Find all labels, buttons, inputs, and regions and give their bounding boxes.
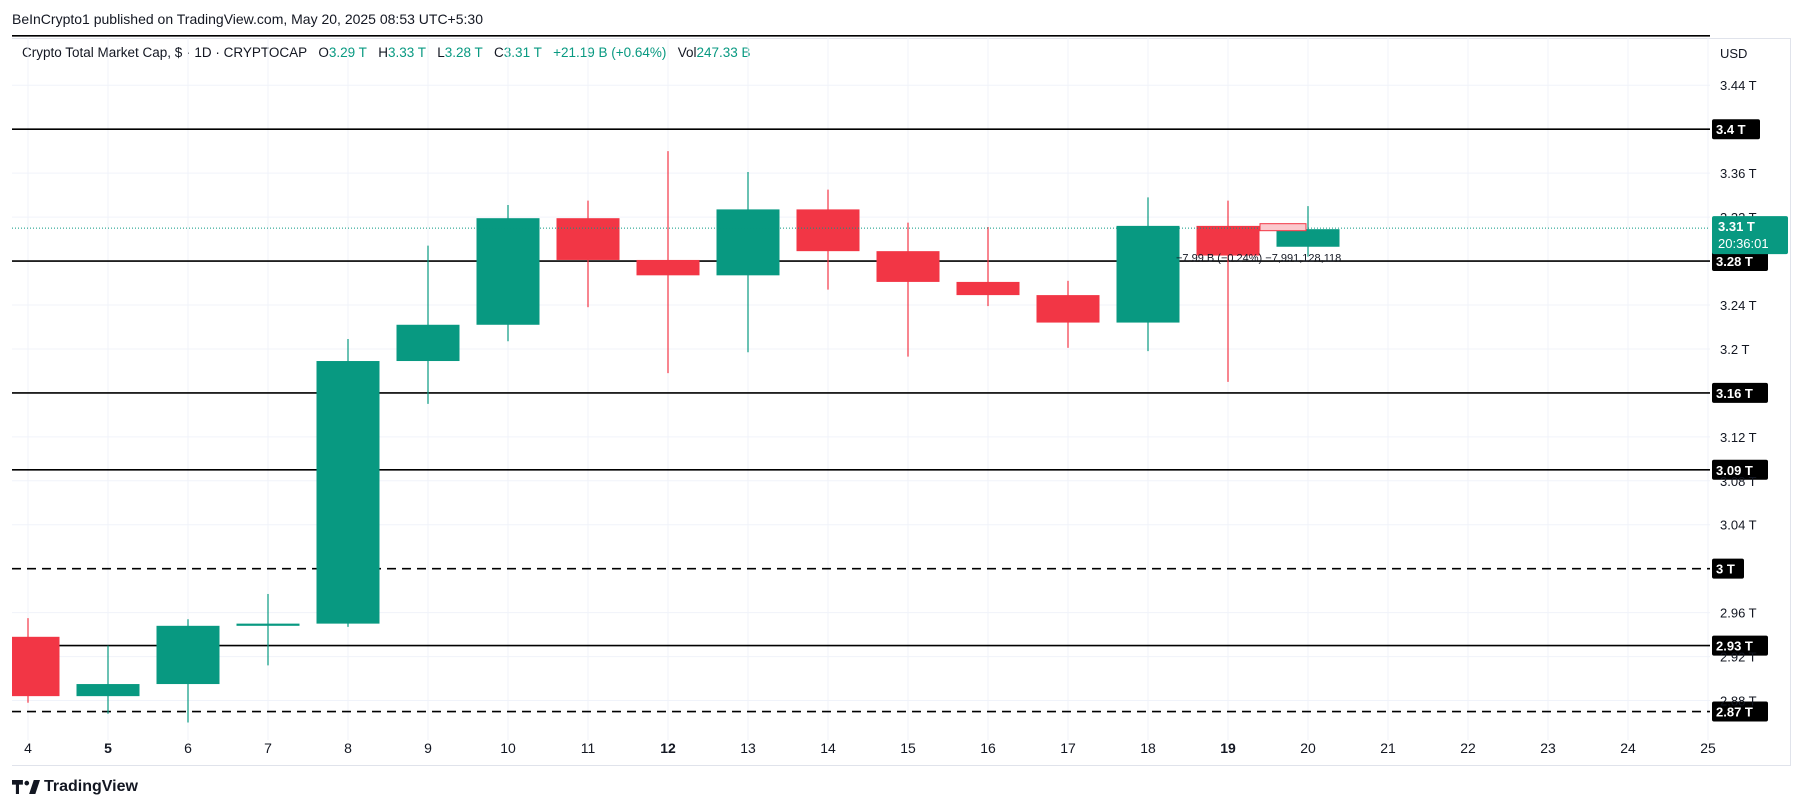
y-tick-label: 3.36 T: [1720, 166, 1757, 181]
y-tick-label: 2.88 T: [1720, 694, 1757, 709]
candle-body: [1036, 295, 1100, 323]
x-tick-label: 22: [1460, 740, 1476, 756]
x-tick-label: 13: [740, 740, 756, 756]
x-tick-label: 23: [1540, 740, 1556, 756]
x-tick-label: 6: [184, 740, 192, 756]
currency-selector[interactable]: USD: [1720, 46, 1748, 61]
y-tick-label: 2.96 T: [1720, 606, 1757, 621]
level-tag: [1712, 119, 1760, 140]
x-tick-label: 20: [1300, 740, 1316, 756]
tradingview-brand: TradingView: [44, 778, 138, 795]
level-tag: [1712, 635, 1768, 656]
level-tag: [1712, 701, 1768, 722]
x-tick-label: 15: [900, 740, 916, 756]
candle-body: [876, 251, 940, 282]
symbol-legend[interactable]: Crypto Total Market Cap, $ · 1D · CRYPTO…: [22, 45, 751, 60]
level-tag: [1712, 459, 1768, 480]
x-tick-label: 5: [104, 740, 112, 756]
level-lines: 3.4 T 3.28 T 3.16 T 3.09 T 3 T 2.93 T 2.87 T: [12, 35, 1768, 722]
x-tick-label: 16: [980, 740, 996, 756]
low-value: 3.28 T: [444, 45, 483, 60]
candle-body: [1196, 225, 1260, 256]
candle-body: [1276, 229, 1340, 247]
y-tick-label: 3.24 T: [1720, 298, 1757, 313]
candle-body: [796, 209, 860, 252]
candle-body: [156, 625, 220, 685]
candles: [12, 151, 1340, 723]
grid-lines: [12, 38, 1710, 740]
candle-body: [636, 259, 700, 276]
close-value: 3.31 T: [503, 45, 542, 60]
x-tick-label: 8: [344, 740, 352, 756]
candle-body: [12, 636, 60, 697]
y-tick-label: 2.92 T: [1720, 650, 1757, 665]
x-tick-label: 17: [1060, 740, 1076, 756]
tradingview-logo-icon: [12, 780, 40, 794]
current-price-tag: [1712, 216, 1788, 255]
chart-frame: [12, 38, 1791, 766]
level-label: 2.87 T: [1716, 705, 1753, 720]
candle-body: [76, 684, 140, 697]
measure-box: [1259, 223, 1307, 232]
x-tick-label: 14: [820, 740, 836, 756]
x-tick-label: 21: [1380, 740, 1396, 756]
low-label: L: [437, 45, 445, 60]
x-tick-label: 7: [264, 740, 272, 756]
symbol-title[interactable]: Crypto Total Market Cap, $ · 1D · CRYPTO…: [22, 45, 308, 60]
level-label: 2.93 T: [1716, 639, 1753, 654]
level-label: 3.09 T: [1716, 463, 1753, 478]
level-label: 3.28 T: [1716, 254, 1753, 269]
x-tick-label: 24: [1620, 740, 1636, 756]
tradingview-footer[interactable]: TradingView: [12, 778, 138, 796]
x-tick-label: 12: [660, 740, 676, 756]
x-tick-label: 25: [1700, 740, 1716, 756]
level-tag: [1712, 558, 1744, 579]
high-value: 3.33 T: [387, 45, 426, 60]
level-tag: [1712, 382, 1768, 403]
level-label: 3.16 T: [1716, 386, 1753, 401]
x-tick-label: 4: [24, 740, 32, 756]
x-tick-label: 11: [581, 740, 596, 756]
high-label: H: [378, 45, 388, 60]
volume-value: 247.33 B: [696, 45, 751, 60]
candle-body: [316, 361, 380, 624]
y-tick-label: 3.08 T: [1720, 474, 1757, 489]
candle-body: [1116, 225, 1180, 323]
y-tick-label: 3.12 T: [1720, 430, 1757, 445]
countdown-label: 20:36:01: [1718, 236, 1769, 251]
y-tick-label: 3.2 T: [1720, 342, 1749, 357]
volume-label: Vol: [677, 45, 697, 60]
x-axis: 4 5 6 7 8 9 10 11 12 13 14 15 16 17 18 19 20 21 22 23 24 25: [24, 740, 1716, 756]
candle-body: [556, 218, 620, 260]
candle-body: [476, 218, 540, 325]
candle-body: [956, 281, 1020, 296]
publisher-line: BeInCrypto1 published on TradingView.com…: [12, 11, 483, 27]
x-tick-label: 10: [500, 740, 516, 756]
measure-annotation: −7.99 B (−0.24%) −7,991,128,118: [1176, 253, 1341, 265]
candle-body: [716, 209, 780, 276]
price-marks: 3.31 T 20:36:01 −7.99 B (−0.24%) −7,991,12…: [12, 216, 1788, 265]
candle-body: [396, 324, 460, 362]
level-label: 3 T: [1716, 562, 1735, 577]
x-tick-label: 18: [1140, 740, 1156, 756]
y-tick-label: 3.44 T: [1720, 78, 1757, 93]
level-tag: [1712, 251, 1768, 272]
level-label: 3.4 T: [1716, 122, 1746, 137]
open-label: O: [318, 45, 329, 60]
close-label: C: [494, 45, 504, 60]
current-price-label: 3.31 T: [1718, 219, 1755, 234]
change-value: +21.19 B (+0.64%): [553, 45, 667, 60]
x-tick-label: 9: [424, 740, 432, 756]
candle-body: [236, 623, 300, 626]
x-tick-label: 19: [1220, 740, 1236, 756]
y-tick-label: 3.04 T: [1720, 518, 1757, 533]
